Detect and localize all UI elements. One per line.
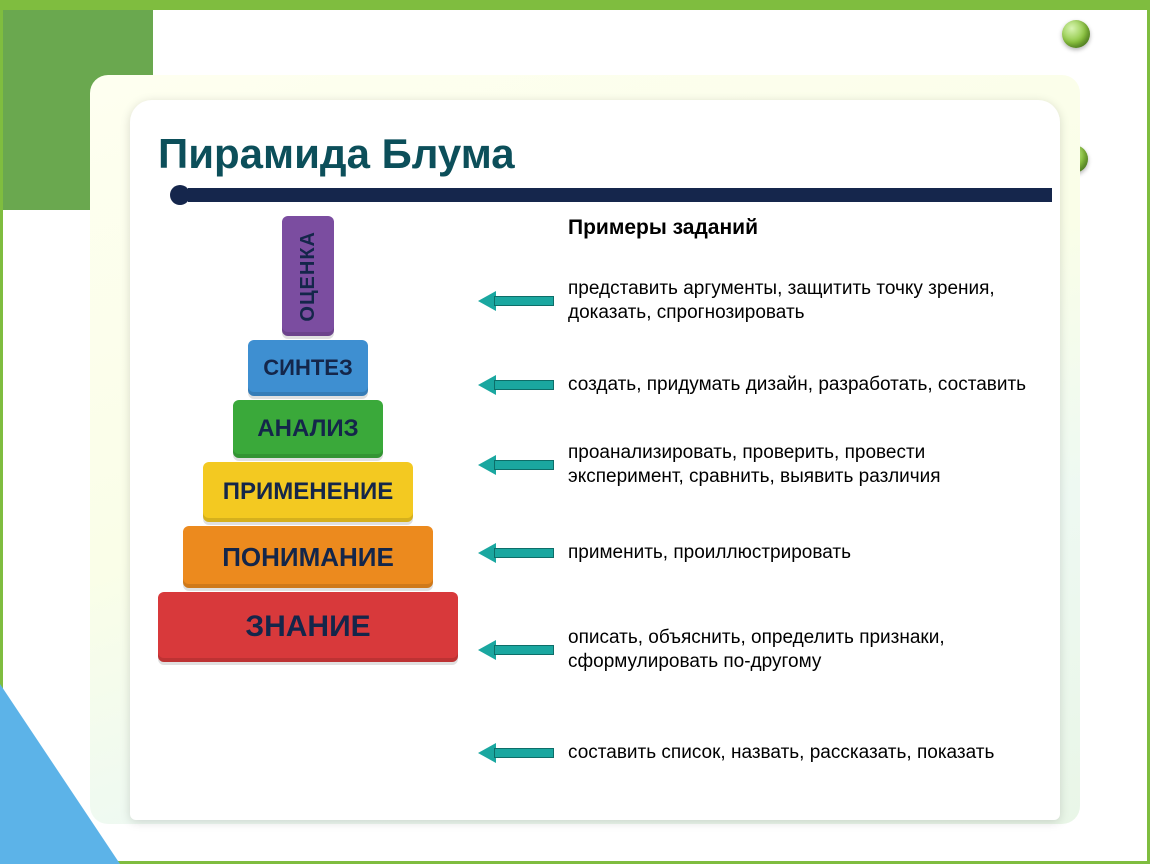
arrow-left-icon: [478, 640, 554, 660]
pyramid-level: ОЦЕНКА: [282, 216, 334, 336]
pyramid-level-label: ПОНИМАНИЕ: [222, 542, 394, 573]
arrow-slot: [464, 346, 554, 424]
arrow-slot: [464, 506, 554, 600]
water-drop-icon: [1062, 20, 1090, 48]
level-description: описать, объяснить, определить признаки,…: [568, 600, 1042, 700]
arrow-slot: [464, 424, 554, 506]
title-underline: [148, 184, 1052, 202]
pyramid-level: ЗНАНИЕ: [158, 592, 458, 662]
pyramid-level-label: ОЦЕНКА: [297, 231, 320, 322]
level-description: создать, придумать дизайн, разработать, …: [568, 346, 1042, 424]
slide-card: Пирамида Блума ОЦЕНКА СИНТЕЗ АНАЛИЗ ПРИМЕНЕ…: [130, 100, 1060, 820]
arrow-left-icon: [478, 543, 554, 563]
arrow-left-icon: [478, 743, 554, 763]
level-description: проанализировать, проверить, провести эк…: [568, 424, 1042, 506]
slide-title: Пирамида Блума: [158, 130, 1042, 178]
level-description: представить аргументы, защитить точку зр…: [568, 256, 1042, 346]
arrow-left-icon: [478, 375, 554, 395]
arrow-slot: [464, 600, 554, 700]
arrow-slot: [464, 256, 554, 346]
pyramid-level-label: СИНТЕЗ: [263, 355, 352, 381]
level-description: применить, проиллюстрировать: [568, 506, 1042, 600]
pyramid-level: ПРИМЕНЕНИЕ: [203, 462, 413, 522]
arrow-left-icon: [478, 455, 554, 475]
pyramid-level: СИНТЕЗ: [248, 340, 368, 396]
arrow-slot: [464, 700, 554, 806]
descriptions-column: Примеры заданий представить аргументы, з…: [560, 216, 1042, 806]
arrow-left-icon: [478, 291, 554, 311]
pyramid-level-label: АНАЛИЗ: [257, 415, 358, 443]
arrow-column: [464, 216, 554, 806]
pyramid-level-label: ЗНАНИЕ: [245, 610, 370, 644]
pyramid-level-label: ПРИМЕНЕНИЕ: [223, 478, 393, 506]
level-description: составить список, назвать, рассказать, п…: [568, 700, 1042, 806]
pyramid-level: ПОНИМАНИЕ: [183, 526, 433, 588]
pyramid-level: АНАЛИЗ: [233, 400, 383, 458]
slide-content: ОЦЕНКА СИНТЕЗ АНАЛИЗ ПРИМЕНЕНИЕ ПОНИМАНИЕ ЗНА…: [158, 216, 1042, 806]
pyramid-column: ОЦЕНКА СИНТЕЗ АНАЛИЗ ПРИМЕНЕНИЕ ПОНИМАНИЕ ЗНА…: [158, 216, 458, 662]
examples-heading: Примеры заданий: [568, 216, 1042, 240]
